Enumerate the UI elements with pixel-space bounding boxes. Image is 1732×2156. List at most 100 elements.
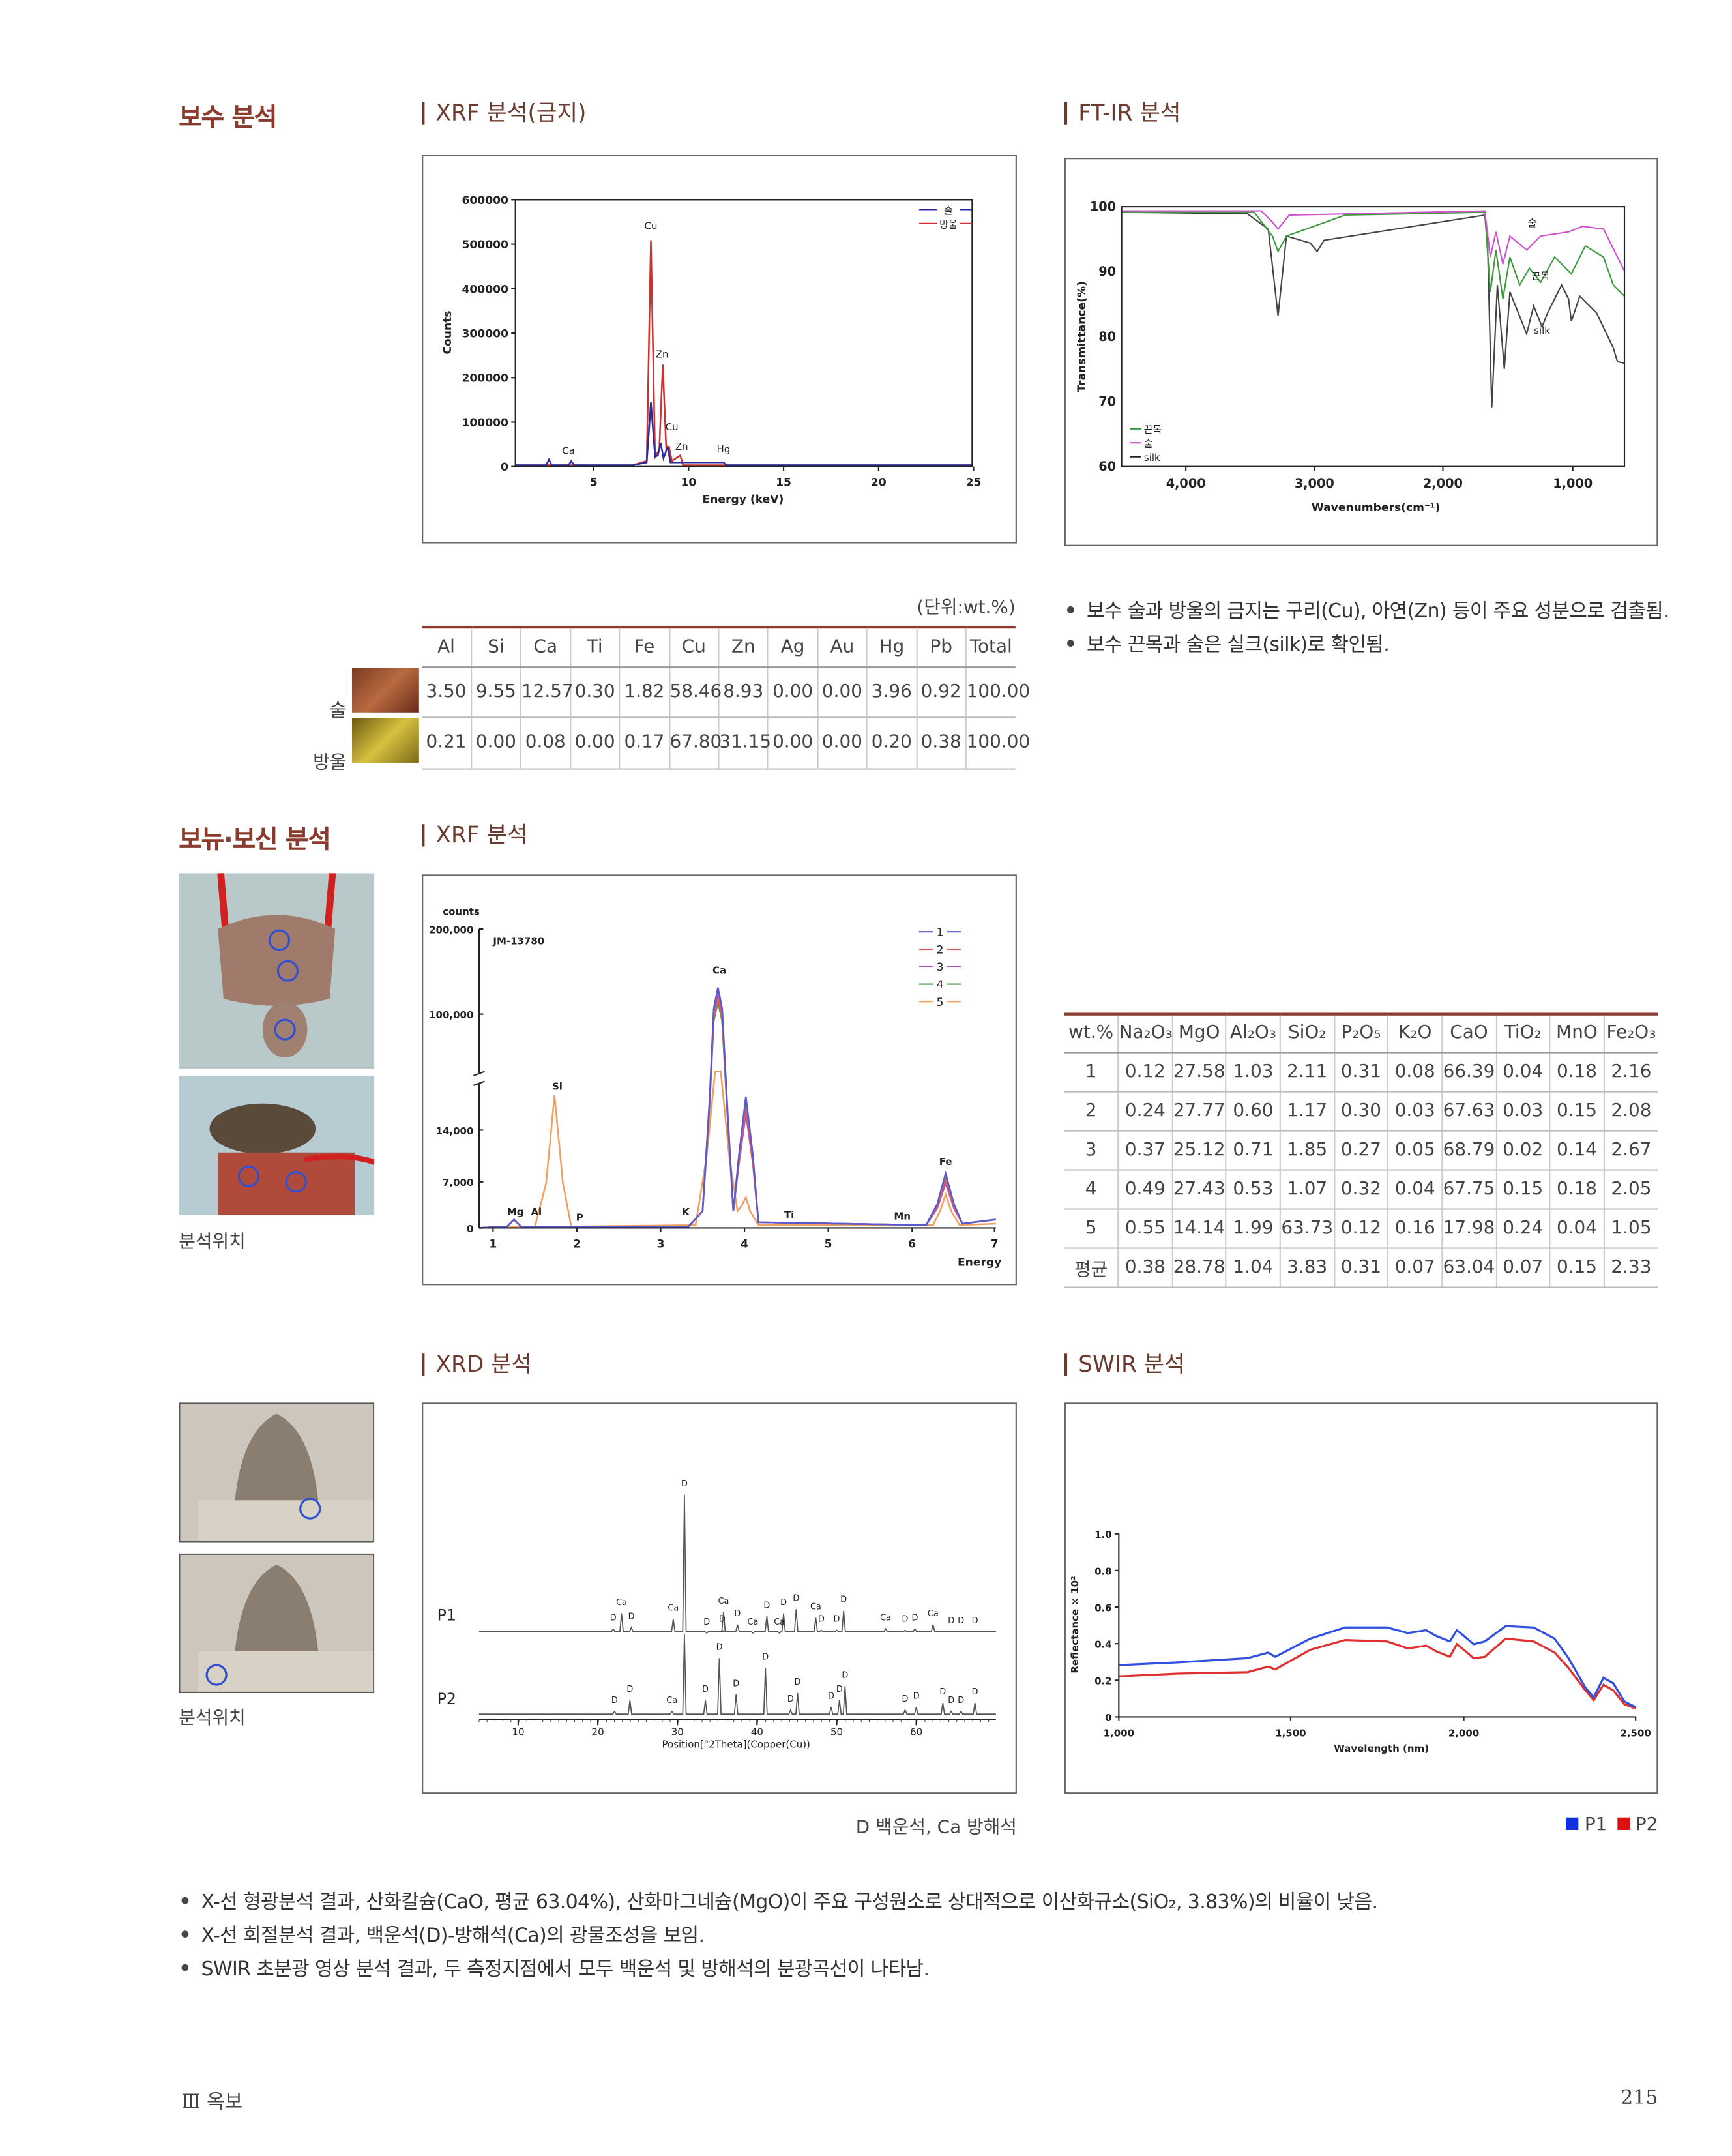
x-tick-label: 4 [741, 1237, 748, 1250]
peak-label: Ca [616, 1598, 627, 1608]
photo-object [198, 1500, 374, 1541]
peak-label: D [610, 1614, 617, 1623]
table-body: 1 0.12 27.58 1.03 2.11 0.31 0.08 66.39 0.04 0.18 2… [1064, 1052, 1658, 1288]
legend-swatch [1617, 1817, 1630, 1830]
table-cell: 0.14 [1549, 1130, 1604, 1170]
photo-caption: 분석위치 [179, 1708, 246, 1730]
photo-object [234, 1413, 319, 1503]
legend: P1 P2 [1536, 1814, 1658, 1836]
y-axis-label: Transmittance(%) [1076, 281, 1089, 392]
y-tick-label: 0 [467, 1223, 473, 1235]
table-cell: 63.04 [1441, 1247, 1496, 1288]
y-tick-label: 0.6 [1094, 1602, 1112, 1614]
table-cell: 0.30 [1333, 1091, 1388, 1131]
legend-swatch [1566, 1817, 1579, 1830]
table-cell: 2.11 [1279, 1052, 1334, 1092]
x-tick-label: 5 [590, 477, 598, 490]
peak-label: D [795, 1677, 801, 1687]
x-tick-label: 40 [751, 1726, 763, 1737]
y-tick-label: 0 [1105, 1712, 1111, 1724]
peak-label: Ca [712, 964, 726, 976]
column-header: Ag [767, 625, 818, 668]
column-header: Al [422, 625, 471, 668]
y-tick-label: 200000 [462, 372, 508, 385]
peak-label: D [787, 1694, 794, 1704]
peak-label: Hg [717, 443, 731, 455]
table-cell: 0.07 [1387, 1247, 1443, 1288]
peak-label: Mn [894, 1211, 911, 1222]
photo-object [209, 1103, 316, 1154]
x-tick-label: 7 [991, 1237, 999, 1250]
table-cell: 25.12 [1171, 1130, 1227, 1170]
table-cell: 0.07 [1495, 1247, 1550, 1288]
column-header: Na₂O₃ [1117, 1012, 1173, 1053]
table-wrap: Al Si Ca Ti Fe Cu Zn Ag Au Hg Pb Total 3.50 9.55 12.57… [422, 625, 1030, 769]
table-cell: 67.80 [668, 717, 722, 769]
peak-label: D [913, 1692, 920, 1702]
table-head: wt.% Na₂O₃ MgO Al₂O₃ SiO₂ P₂O₅ K₂O CaO TiO₂ MnO Fe… [1064, 1012, 1658, 1053]
figure-box: 600000 500000 400000 300000 200000 100000 0 5 10… [422, 155, 1017, 544]
table-cell: 0.04 [1495, 1052, 1550, 1092]
sample-id: JM-13780 [492, 935, 544, 947]
table-cell: 0.20 [866, 717, 917, 769]
sub-heading: XRD 분석 [422, 1353, 532, 1376]
y-tick-label: 400000 [462, 283, 508, 296]
peak-label: D [626, 1685, 633, 1694]
table-cell: 0.02 [1495, 1130, 1550, 1170]
figure-box: 10 20 30 40 50 60 Position[°2Theta](Copper(Cu)… [422, 1402, 1017, 1794]
peak-label: D [628, 1612, 635, 1621]
table-cell: 0.31 [1333, 1052, 1388, 1092]
table-cell: 3 [1064, 1130, 1119, 1170]
table-cell: 27.58 [1171, 1052, 1227, 1092]
peak-label: D [611, 1696, 618, 1706]
photo-object [198, 1651, 374, 1692]
x-tick-label: 1,500 [1275, 1727, 1306, 1739]
table-cell: 0.00 [816, 717, 867, 769]
table-cell: 58.46 [668, 666, 722, 718]
peak-label: Si [552, 1080, 563, 1092]
y-tick-label: 100000 [462, 417, 508, 430]
x-tick-label: 50 [830, 1726, 843, 1737]
curve-label: 술 [1528, 217, 1537, 229]
table-cell: 1.07 [1279, 1169, 1334, 1209]
legend-label: 1 [937, 926, 944, 939]
x-tick-label: 3 [657, 1237, 665, 1250]
legend-label: silk [1144, 452, 1160, 464]
header-row: wt.% Na₂O₃ MgO Al₂O₃ SiO₂ P₂O₅ K₂O CaO TiO₂ MnO Fe… [1064, 1012, 1658, 1053]
y-tick-label: 0 [501, 461, 508, 474]
x-tick-label: 5 [825, 1237, 832, 1250]
column-header: MgO [1171, 1012, 1227, 1053]
table-cell: 2.08 [1603, 1091, 1658, 1131]
row-label: 술 [329, 701, 347, 722]
plot-frame [1121, 206, 1626, 467]
table-cell: 1.85 [1279, 1130, 1334, 1170]
marker [237, 1165, 260, 1187]
curve [478, 987, 996, 1229]
sample-swatch [351, 668, 419, 713]
table-head: Al Si Ca Ti Fe Cu Zn Ag Au Hg Pb Total [422, 625, 1016, 668]
table-cell: 0.18 [1549, 1169, 1604, 1209]
peak-label: Ca [718, 1597, 729, 1606]
peak-label: D [818, 1615, 825, 1625]
sub-heading: FT-IR 분석 [1064, 101, 1181, 125]
column-header: Si [470, 625, 521, 668]
x-tick-label: 4,000 [1166, 476, 1206, 491]
table-cell: 평균 [1064, 1247, 1119, 1288]
column-header: Fe₂O₃ [1603, 1012, 1658, 1053]
table-cell: 1.17 [1279, 1091, 1334, 1131]
peak-label: Cu [645, 220, 658, 231]
table-cell: 1.05 [1603, 1208, 1658, 1248]
table-cell: 1.99 [1225, 1208, 1280, 1248]
peak-label: D [763, 1601, 770, 1610]
table-cell: 2.33 [1603, 1247, 1658, 1288]
curve [478, 1494, 996, 1634]
table-cell: 0.60 [1225, 1091, 1280, 1131]
y-axis-label: Reflectance × 10² [1069, 1576, 1081, 1673]
table-row: 3 0.37 25.12 0.71 1.85 0.27 0.05 68.79 0.02 0.14 2… [1064, 1130, 1658, 1170]
table-cell: 0.04 [1549, 1208, 1604, 1248]
table-cell: 67.63 [1441, 1091, 1496, 1131]
marker [268, 929, 291, 951]
curve [1119, 1637, 1636, 1710]
peak-label: Mg [507, 1206, 524, 1218]
